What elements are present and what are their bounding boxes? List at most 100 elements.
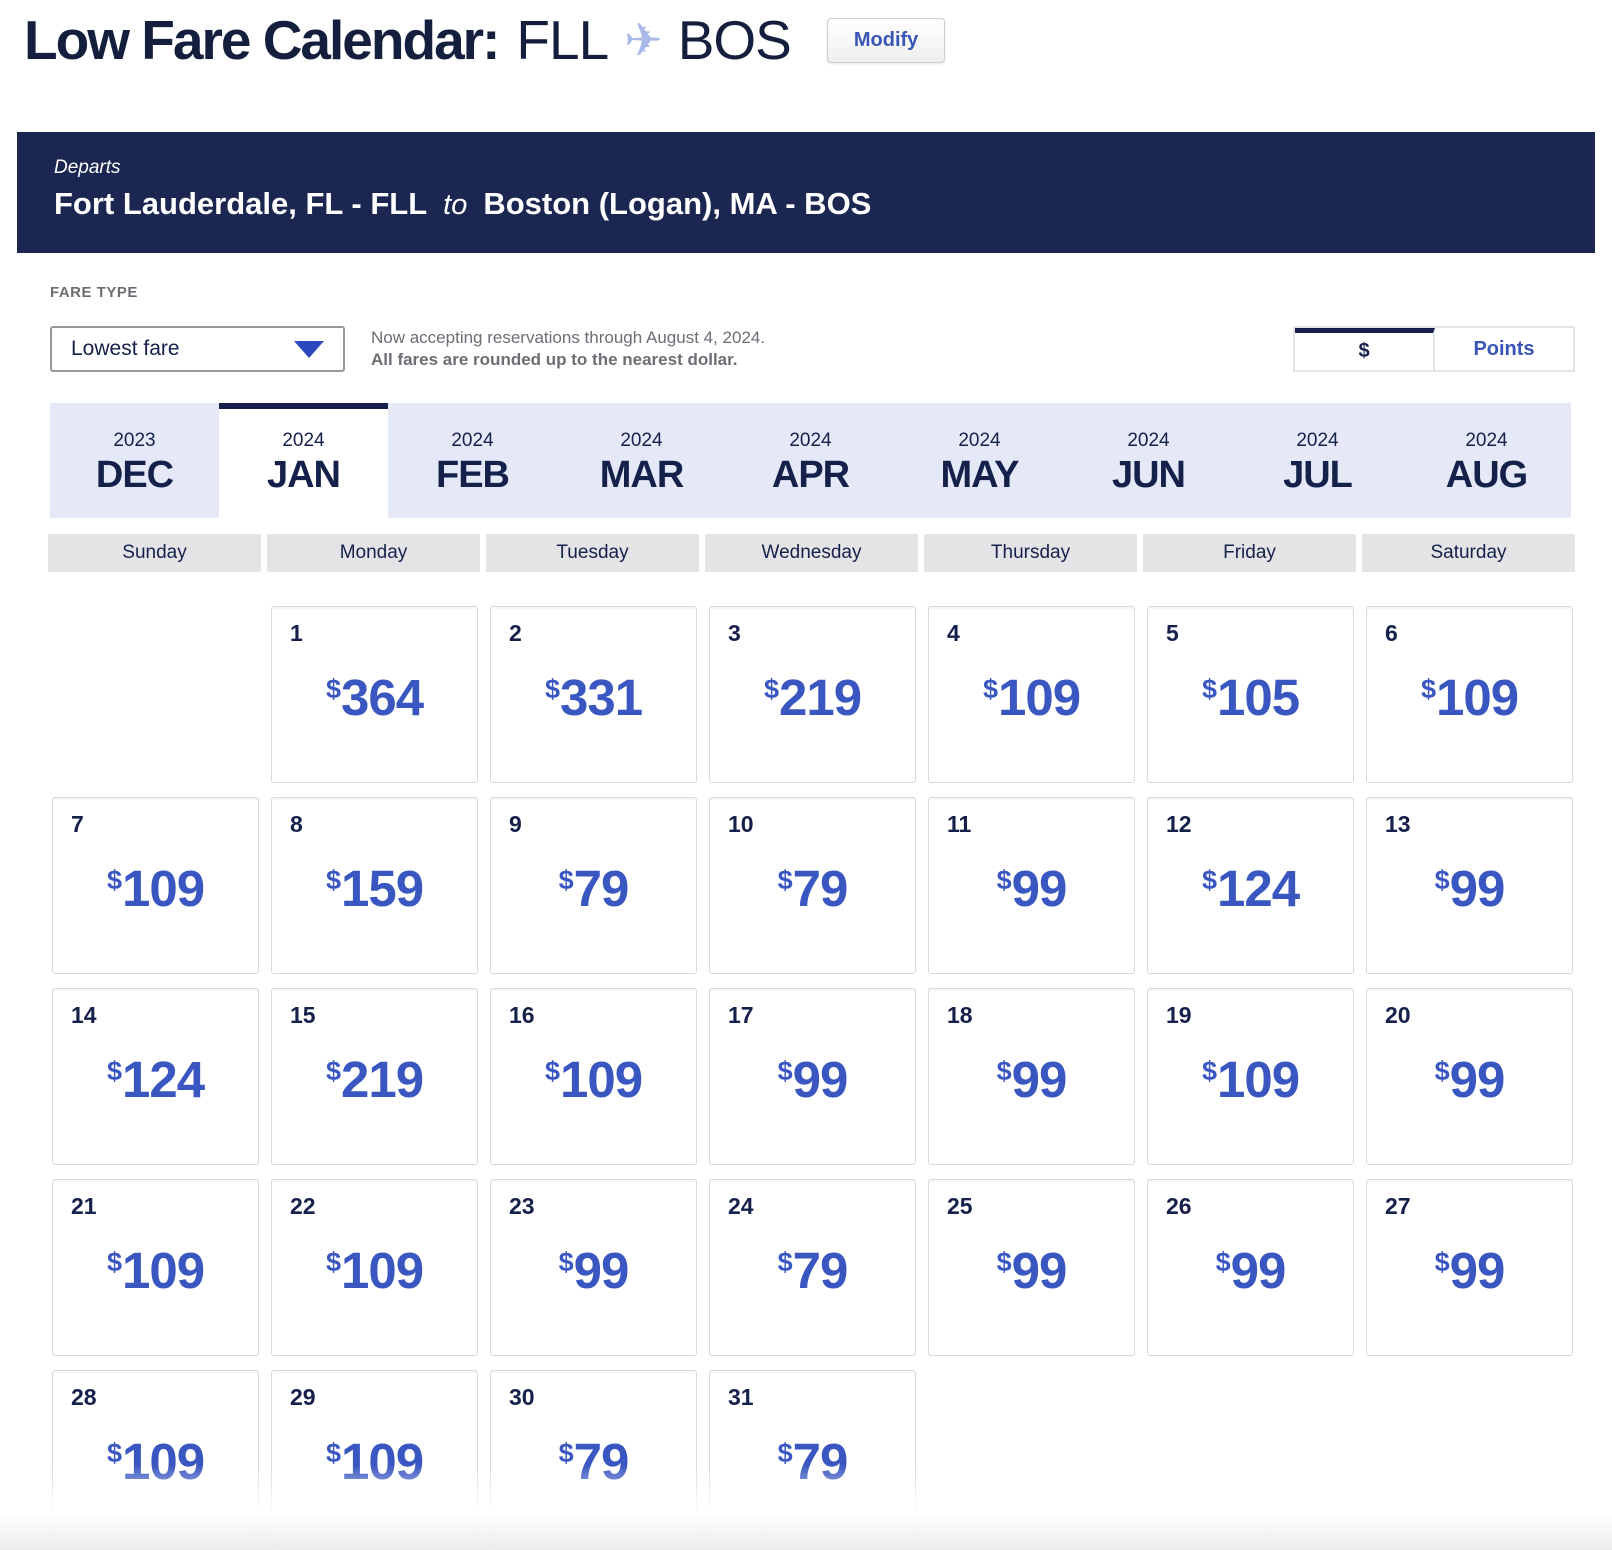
calendar-day-2[interactable]: 2 $331 (490, 606, 697, 783)
toggle-dollars[interactable]: $ (1295, 328, 1435, 370)
calendar-day-1[interactable]: 1 $364 (271, 606, 478, 783)
month-tabs: 2023 DEC 2024 JAN 2024 FEB 2024 MAR 2024 APR 2024 M… (50, 403, 1571, 518)
calendar-day-5[interactable]: 5 $105 (1147, 606, 1354, 783)
fare-amount: $99 (929, 1050, 1134, 1109)
day-number: 31 (728, 1384, 754, 1410)
calendar-day-30[interactable]: 30 $79 (490, 1370, 697, 1547)
fare-calendar: 1 $364 2 $331 3 $219 4 $109 5 $105 6 $109 7 $109 8 $159… (52, 606, 1573, 1547)
plane-icon: ✈ (624, 14, 663, 66)
calendar-day-15[interactable]: 15 $219 (271, 988, 478, 1165)
day-number: 5 (1166, 620, 1179, 646)
calendar-day-23[interactable]: 23 $99 (490, 1179, 697, 1356)
tab-month: JAN (266, 454, 341, 496)
calendar-day-19[interactable]: 19 $109 (1147, 988, 1354, 1165)
calendar-day-24[interactable]: 24 $79 (709, 1179, 916, 1356)
dollar-sign: $ (106, 1056, 122, 1086)
fare-type-dropdown[interactable]: Lowest fare (50, 326, 345, 372)
calendar-day-3[interactable]: 3 $219 (709, 606, 916, 783)
dollar-sign: $ (558, 865, 574, 895)
calendar-day-26[interactable]: 26 $99 (1147, 1179, 1354, 1356)
calendar-day-28[interactable]: 28 $109 (52, 1370, 259, 1547)
toggle-points[interactable]: Points (1473, 337, 1535, 360)
fare-controls: FARE TYPE Lowest fare Now accepting rese… (50, 284, 1575, 372)
day-number: 9 (509, 811, 522, 837)
calendar-day-20[interactable]: 20 $99 (1366, 988, 1573, 1165)
dollar-sign: $ (544, 674, 560, 704)
fare-amount: $79 (491, 1432, 696, 1491)
fare-value: 109 (559, 1051, 643, 1108)
calendar-day-12[interactable]: 12 $124 (1147, 797, 1354, 974)
tab-month: FEB (436, 454, 510, 496)
day-number: 3 (728, 620, 741, 646)
tab-jul-2024[interactable]: 2024 JUL (1233, 403, 1402, 518)
calendar-day-11[interactable]: 11 $99 (928, 797, 1135, 974)
calendar-day-25[interactable]: 25 $99 (928, 1179, 1135, 1356)
calendar-day-8[interactable]: 8 $159 (271, 797, 478, 974)
day-number: 19 (1166, 1002, 1192, 1028)
calendar-day-14[interactable]: 14 $124 (52, 988, 259, 1165)
day-number: 10 (728, 811, 754, 837)
day-number: 1 (290, 620, 303, 646)
day-header-tuesday: Tuesday (486, 534, 699, 572)
dollar-sign: $ (996, 1247, 1012, 1277)
day-headers: Sunday Monday Tuesday Wednesday Thursday Frid… (48, 534, 1575, 572)
calendar-day-10[interactable]: 10 $79 (709, 797, 916, 974)
fare-value: 109 (121, 860, 205, 917)
day-number: 28 (71, 1384, 97, 1410)
calendar-day-21[interactable]: 21 $109 (52, 1179, 259, 1356)
fare-amount: $109 (929, 668, 1134, 727)
calendar-day-31[interactable]: 31 $79 (709, 1370, 916, 1547)
empty-day-cell (1366, 1370, 1573, 1547)
tab-mar-2024[interactable]: 2024 MAR (557, 403, 726, 518)
dollar-sign: $ (106, 1247, 122, 1277)
fare-amount: $109 (1367, 668, 1572, 727)
tab-aug-2024[interactable]: 2024 AUG (1402, 403, 1571, 518)
calendar-day-17[interactable]: 17 $99 (709, 988, 916, 1165)
page-header: Low Fare Calendar: FLL ✈ BOS Modify (24, 8, 1612, 72)
fare-amount: $364 (272, 668, 477, 727)
day-number: 12 (1166, 811, 1192, 837)
tab-jan-2024[interactable]: 2024 JAN (219, 403, 388, 518)
day-number: 8 (290, 811, 303, 837)
calendar-day-22[interactable]: 22 $109 (271, 1179, 478, 1356)
dollar-sign: $ (1201, 865, 1217, 895)
calendar-day-27[interactable]: 27 $99 (1366, 1179, 1573, 1356)
day-number: 27 (1385, 1193, 1411, 1219)
day-number: 23 (509, 1193, 535, 1219)
tab-apr-2024[interactable]: 2024 APR (726, 403, 895, 518)
tab-dec-2023[interactable]: 2023 DEC (50, 403, 219, 518)
tab-jun-2024[interactable]: 2024 JUN (1064, 403, 1233, 518)
fare-value: 105 (1216, 669, 1300, 726)
dollar-sign: $ (325, 1056, 341, 1086)
tab-feb-2024[interactable]: 2024 FEB (388, 403, 557, 518)
day-number: 18 (947, 1002, 973, 1028)
day-number: 26 (1166, 1193, 1192, 1219)
route-banner: Departs Fort Lauderdale, FL - FLL to Bosto… (17, 132, 1595, 253)
fare-amount: $109 (53, 859, 258, 918)
day-number: 11 (947, 811, 972, 837)
fare-amount: $109 (1148, 1050, 1353, 1109)
tab-month: DEC (95, 454, 174, 496)
fare-amount: $105 (1148, 668, 1353, 727)
dollar-sign: $ (996, 1056, 1012, 1086)
calendar-day-18[interactable]: 18 $99 (928, 988, 1135, 1165)
tab-month: JUL (1283, 454, 1353, 496)
fare-value: 109 (997, 669, 1081, 726)
fare-amount: $109 (272, 1241, 477, 1300)
tab-may-2024[interactable]: 2024 MAY (895, 403, 1064, 518)
calendar-day-7[interactable]: 7 $109 (52, 797, 259, 974)
calendar-day-4[interactable]: 4 $109 (928, 606, 1135, 783)
calendar-day-16[interactable]: 16 $109 (490, 988, 697, 1165)
week-row: 1 $364 2 $331 3 $219 4 $109 5 $105 6 $109 (52, 606, 1573, 783)
calendar-day-6[interactable]: 6 $109 (1366, 606, 1573, 783)
modify-button[interactable]: Modify (826, 17, 946, 63)
fare-amount: $219 (272, 1050, 477, 1109)
fare-amount: $331 (491, 668, 696, 727)
fare-value: 99 (1230, 1242, 1287, 1299)
calendar-day-13[interactable]: 13 $99 (1366, 797, 1573, 974)
fare-value: 79 (792, 1242, 849, 1299)
calendar-day-9[interactable]: 9 $79 (490, 797, 697, 974)
calendar-day-29[interactable]: 29 $109 (271, 1370, 478, 1547)
dollar-sign: $ (325, 1438, 341, 1468)
note-line-1: Now accepting reservations through Augus… (371, 328, 766, 347)
